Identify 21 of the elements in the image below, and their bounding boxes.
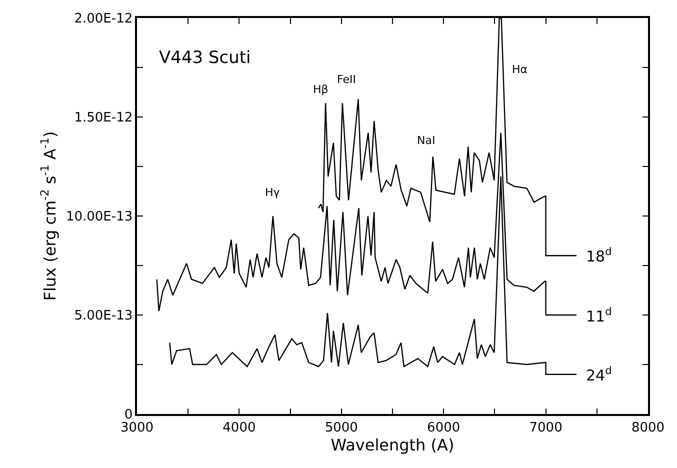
x-tick-label: 5000 — [324, 420, 358, 436]
x-tick-label: 7000 — [529, 420, 562, 436]
y-tick-label: 5.00E-13 — [74, 308, 133, 324]
x-tick-label: 4000 — [222, 420, 256, 436]
legend-label: 18$^{d}$ — [586, 246, 612, 266]
x-axis-title: Wavelength (A) — [330, 435, 454, 454]
y-tick-label: 0 — [124, 408, 133, 423]
x-tick-label: 8000 — [631, 420, 665, 436]
annotation: Hα — [512, 63, 528, 76]
y-tick-label: 2.00E-12 — [74, 12, 133, 27]
y-tick-label: 10.00E-13 — [66, 210, 133, 225]
x-tick-label: 6000 — [427, 420, 460, 436]
annotation: Hβ — [313, 83, 328, 96]
annotation: V443 Scuti — [159, 48, 251, 68]
annotation: Hγ — [265, 186, 280, 199]
x-tick-label: 3000 — [120, 420, 154, 436]
legend-label: 11$^{d}$ — [586, 306, 612, 326]
annotation: FeII — [337, 73, 356, 86]
y-tick-label: 1.50E-12 — [74, 110, 133, 126]
annotation: NaI — [417, 134, 436, 147]
legend-label: 24$^{d}$ — [586, 365, 612, 384]
